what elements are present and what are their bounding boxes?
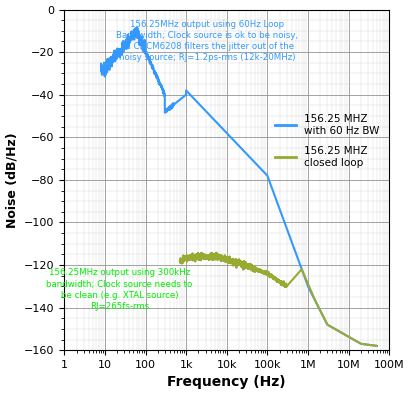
Text: 156.25MHz output using 60Hz Loop
Bandwidth; Clock source is ok to be noisy,
as C: 156.25MHz output using 60Hz Loop Bandwid… bbox=[116, 20, 298, 62]
X-axis label: Frequency (Hz): Frequency (Hz) bbox=[167, 375, 285, 389]
Y-axis label: Noise (dB/Hz): Noise (dB/Hz) bbox=[6, 132, 18, 228]
Legend: 156.25 MHZ
with 60 Hz BW, 156.25 MHZ
closed loop: 156.25 MHZ with 60 Hz BW, 156.25 MHZ clo… bbox=[270, 110, 383, 172]
Text: 156.25MHz output using 300kHz
bandwidth; Clock source needs to
be clean (e.g. XT: 156.25MHz output using 300kHz bandwidth;… bbox=[46, 269, 192, 311]
